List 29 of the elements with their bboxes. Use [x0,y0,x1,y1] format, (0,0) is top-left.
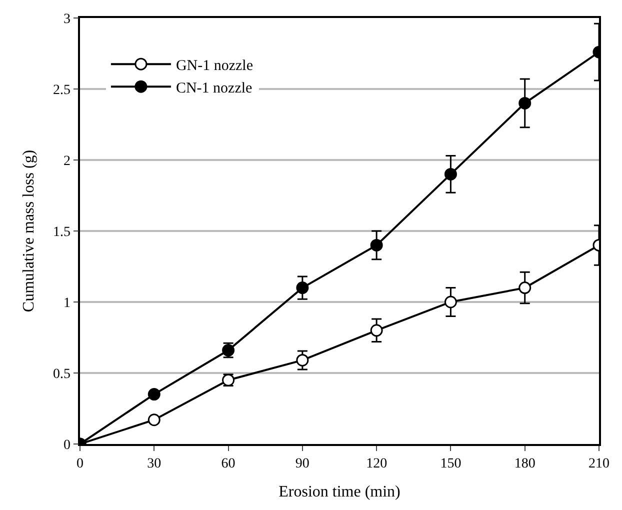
y-tick-label: 3 [63,12,70,27]
y-tick-label: 2.5 [52,82,70,98]
x-tick-label: 0 [76,456,84,472]
y-tick-label: 1 [63,296,70,311]
point [518,282,532,294]
y-tick-label: 0 [63,438,70,453]
x-tick-label: 90 [295,456,310,472]
point [296,282,309,294]
y-axis-title: Cumulative mass loss (g) [20,150,38,312]
point [148,414,160,426]
point [370,324,383,337]
x-tick-label: 30 [147,456,162,472]
x-axis-title: Erosion time (min) [278,484,400,501]
point [444,168,457,180]
point [296,354,309,366]
point [148,388,160,401]
x-tick-label: 210 [588,456,610,472]
point [370,238,383,252]
x-tick-label: 120 [366,456,388,472]
point [518,96,532,110]
point [444,296,457,308]
x-tick-label: 180 [514,456,536,472]
x-tick-label: 60 [221,456,236,472]
x-tick-label: 150 [440,456,462,472]
legend-label: CN-1 nozzle [176,80,253,96]
y-tick-label: 2 [63,154,70,169]
y-tick-label: 0.5 [52,366,70,382]
legend-label: GN-1 nozzle [176,58,254,74]
y-tick-label: 1.5 [52,224,70,240]
